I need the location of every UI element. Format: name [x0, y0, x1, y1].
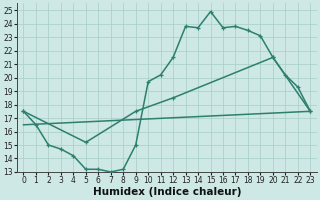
X-axis label: Humidex (Indice chaleur): Humidex (Indice chaleur): [93, 187, 241, 197]
